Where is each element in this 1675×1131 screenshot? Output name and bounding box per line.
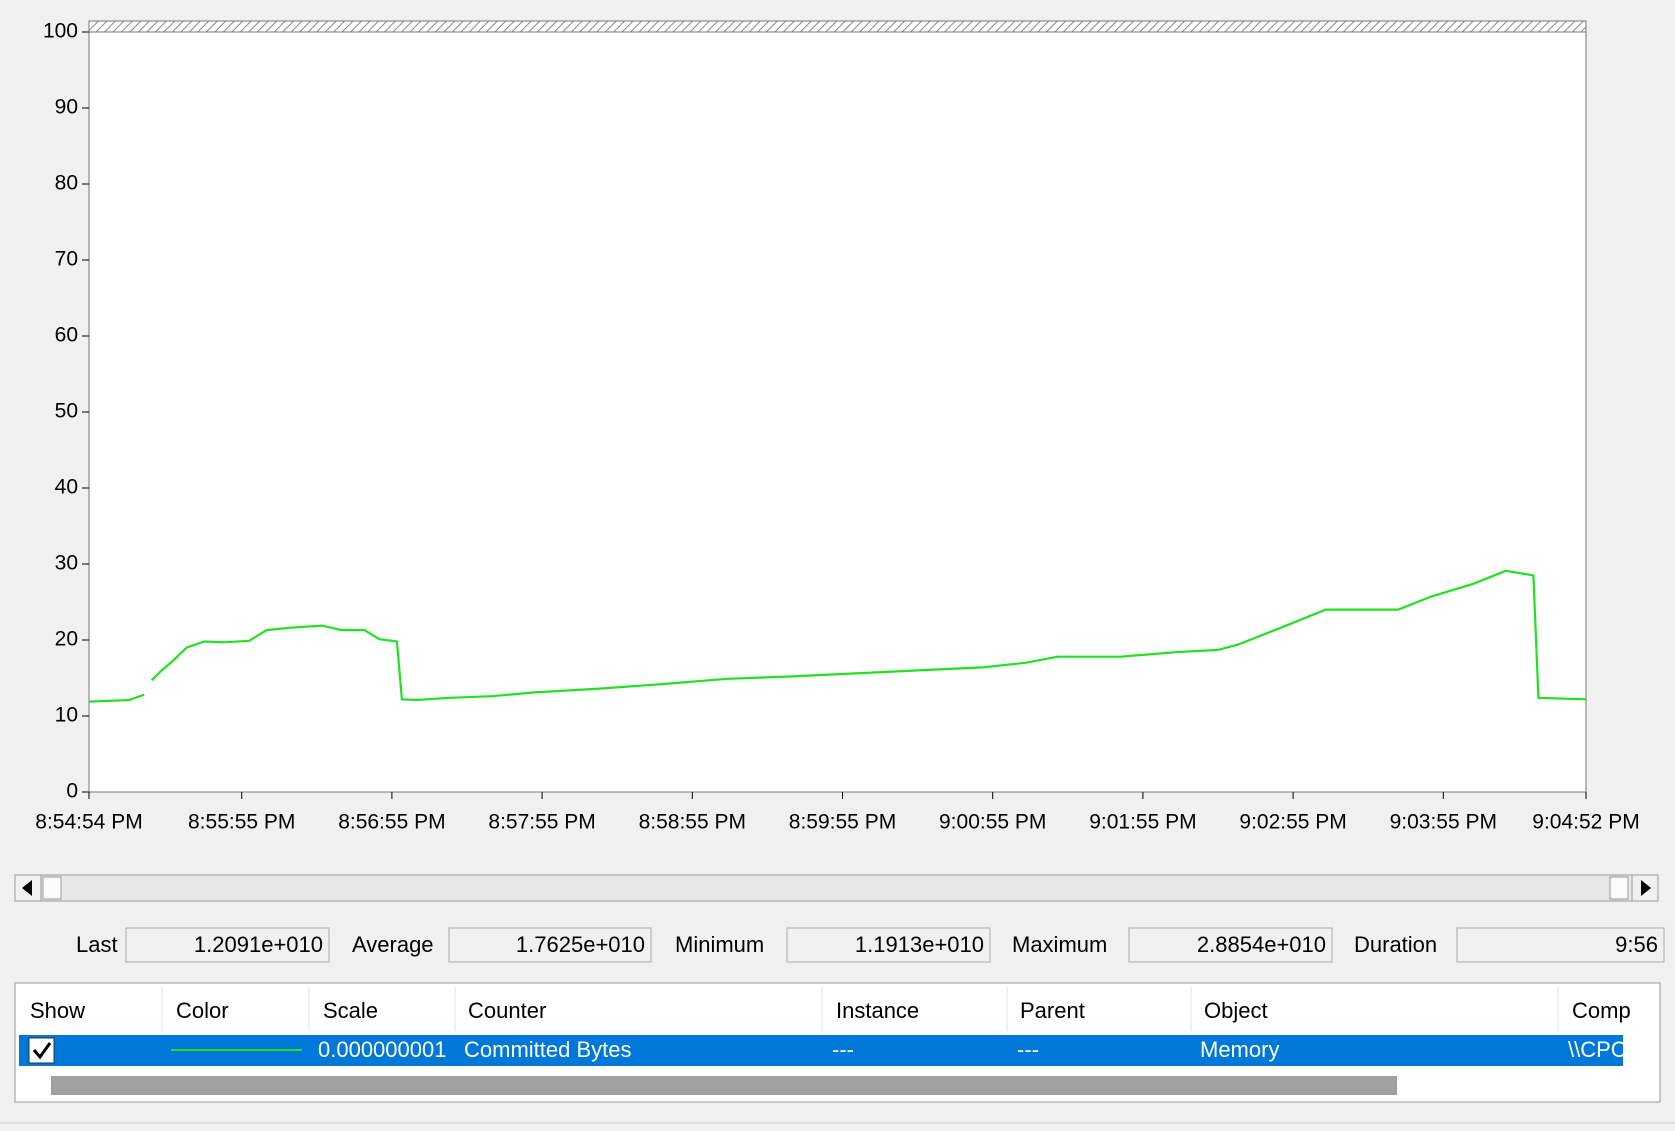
y-tick-label: 100 [43, 20, 78, 43]
checkbox[interactable] [28, 1037, 55, 1064]
scroll-thumb-right[interactable] [1609, 876, 1629, 900]
table-content: Show Color Scale Counter Instance Parent Objec… [19, 987, 1631, 1095]
axes: 0 10 20 30 40 50 60 70 80 90 100 8:54:54 PM 8:55:55 … [35, 20, 1639, 834]
y-tick-label: 60 [55, 324, 78, 347]
x-tick-label: 8:56:55 PM [338, 811, 445, 834]
arrow-icon [1641, 880, 1651, 896]
stat-label: Maximum [1012, 932, 1107, 957]
column-header[interactable]: Color [176, 998, 229, 1023]
y-tick-label: 90 [55, 96, 78, 119]
x-tick-label: 8:55:55 PM [188, 811, 295, 834]
table-scroll-thumb[interactable] [51, 1076, 1397, 1095]
column-header[interactable]: Show [30, 998, 85, 1023]
series-line [88, 569, 1587, 703]
y-tick-label: 70 [55, 248, 78, 271]
row-cell: --- [1017, 1037, 1039, 1062]
stat-value: 9:56 [1615, 932, 1658, 957]
stat-label: Average [352, 932, 434, 957]
column-header[interactable]: Scale [323, 998, 378, 1023]
y-tick-label: 50 [55, 400, 78, 423]
y-tick-label: 0 [66, 780, 78, 803]
stat-box [1456, 927, 1665, 963]
check-mark [32, 1042, 52, 1060]
series-lines [88, 569, 1587, 703]
row-cell: --- [832, 1037, 854, 1062]
stats-row: Last 1.2091e+010 Average 1.7625e+010 Minimum… [76, 927, 1665, 963]
stat-box [125, 927, 330, 963]
column-header[interactable]: Object [1204, 998, 1268, 1023]
x-tick-label: 8:58:55 PM [639, 811, 746, 834]
x-tick-label: 9:01:55 PM [1089, 811, 1196, 834]
row-cell: Committed Bytes [464, 1037, 632, 1062]
stat-box [786, 927, 991, 963]
stat-value: 1.7625e+010 [516, 932, 645, 957]
stat-box [1128, 927, 1333, 963]
x-tick-label: 9:00:55 PM [939, 811, 1046, 834]
stat-label: Duration [1354, 932, 1437, 957]
time-bar [88, 20, 1587, 33]
y-tick-label: 10 [55, 704, 78, 727]
scroll-thumb-left[interactable] [42, 876, 62, 900]
x-tick-label: 8:59:55 PM [789, 811, 896, 834]
x-tick-label: 8:57:55 PM [488, 811, 595, 834]
y-tick-label: 30 [55, 552, 78, 575]
x-tick-label: 8:54:54 PM [35, 811, 142, 834]
plot-area [88, 31, 1587, 793]
column-header[interactable]: Parent [1020, 998, 1085, 1023]
row-cell: \\CPC [1568, 1037, 1627, 1062]
y-tick-label: 20 [55, 628, 78, 651]
x-tick-label: 9:02:55 PM [1239, 811, 1346, 834]
row-cell: Memory [1200, 1037, 1279, 1062]
row-cell: 0.000000001 [318, 1037, 446, 1062]
stat-box [448, 927, 652, 963]
column-header[interactable]: Comp [1572, 998, 1631, 1023]
stat-value: 2.8854e+010 [1197, 932, 1326, 957]
stat-label: Minimum [675, 932, 764, 957]
x-tick-label: 9:03:55 PM [1390, 811, 1497, 834]
stat-value: 1.1913e+010 [855, 932, 984, 957]
stat-value: 1.2091e+010 [194, 932, 323, 957]
column-header[interactable]: Instance [836, 998, 919, 1023]
stat-label: Last [76, 932, 118, 957]
column-header[interactable]: Counter [468, 998, 546, 1023]
scrollbar[interactable] [14, 874, 1659, 902]
y-tick-label: 40 [55, 476, 78, 499]
y-tick-label: 80 [55, 172, 78, 195]
x-tick-label: 9:04:52 PM [1532, 811, 1639, 834]
arrow-icon [22, 880, 32, 896]
